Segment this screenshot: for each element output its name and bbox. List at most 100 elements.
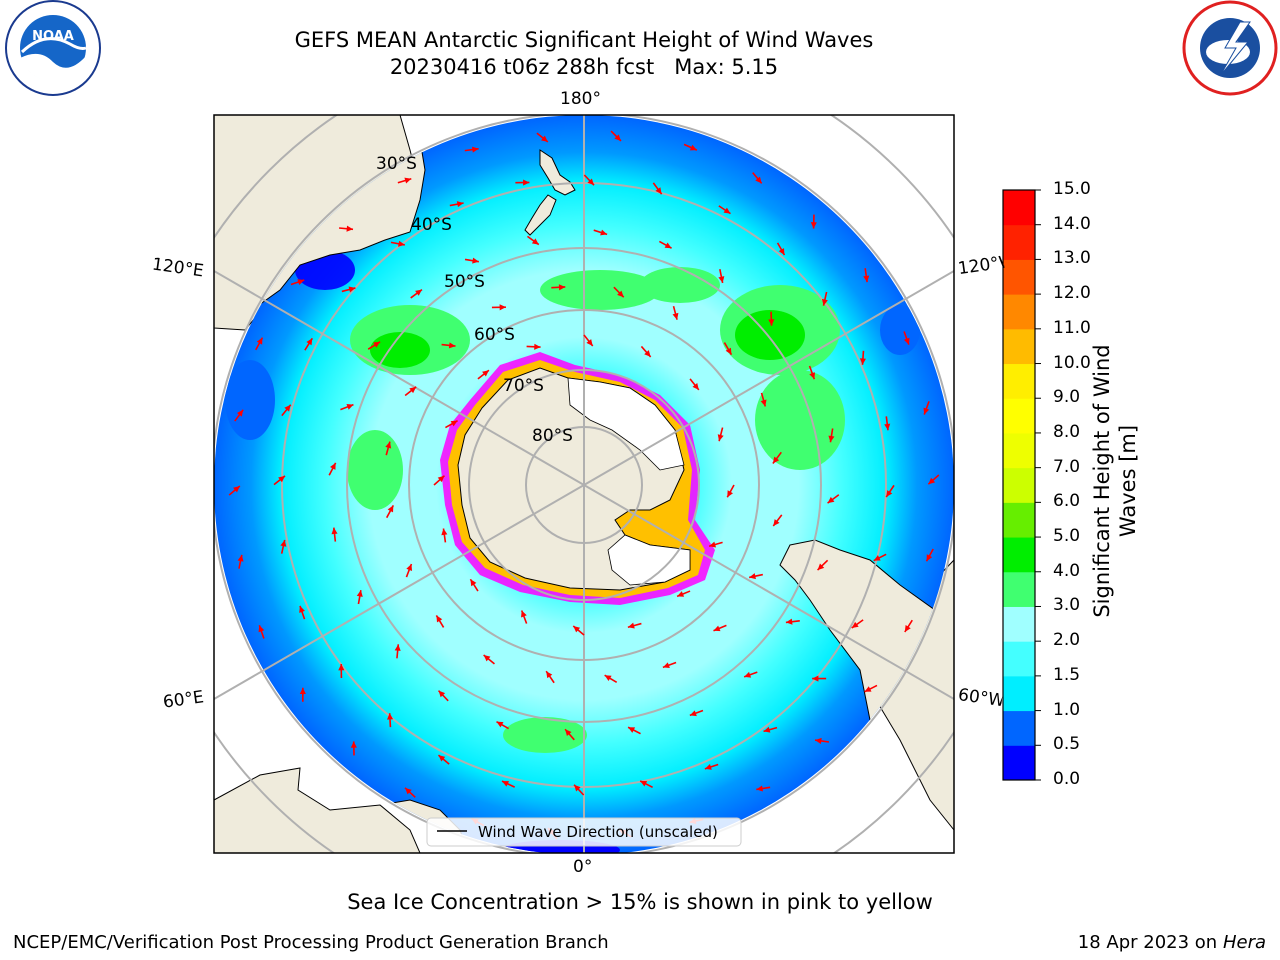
wave-arrow-head xyxy=(904,625,911,633)
colorbar-tick-label: 8.0 xyxy=(1053,421,1081,442)
wave-arrow-head xyxy=(821,298,828,306)
wave-arrow-head xyxy=(672,312,679,320)
wave-arrow-head xyxy=(521,610,527,618)
wave-arrow-head xyxy=(617,290,624,298)
wave-arrow-head xyxy=(689,144,697,151)
colorbar xyxy=(1003,189,1041,781)
wave-arrow-head xyxy=(436,615,443,623)
wave-arrow-head xyxy=(662,662,670,669)
wave-arrow-head xyxy=(237,554,244,562)
wave-arrow-head xyxy=(817,563,825,571)
colorbar-segment xyxy=(1003,398,1035,434)
colorbar-tick-label: 0.0 xyxy=(1053,769,1081,789)
wave-arrow-head xyxy=(864,686,872,692)
footer-date: 18 Apr 2023 on Hera xyxy=(1077,932,1266,953)
wave-arrow-head xyxy=(718,276,725,283)
wave-arrow-head xyxy=(483,654,491,662)
wave-arrow-head xyxy=(778,248,785,256)
colorbar-tick-label: 1.0 xyxy=(1053,699,1081,720)
wave-arrow-head xyxy=(299,687,306,695)
wave-arrow-head xyxy=(299,605,305,613)
colorbar-tick-label: 0.5 xyxy=(1053,734,1081,755)
lat-label-70: 70°S xyxy=(503,376,544,396)
wave-arrow-head xyxy=(828,435,835,443)
colorbar-segment xyxy=(1003,224,1035,260)
wave-arrow-head xyxy=(415,289,422,296)
wave-arrow-head xyxy=(614,134,621,141)
wave-arrow-head xyxy=(692,383,699,390)
colorbar-tick-label: 6.0 xyxy=(1053,491,1081,512)
colorbar-segment xyxy=(1003,502,1035,538)
colorbar-tick-label: 3.0 xyxy=(1053,595,1081,616)
wave-arrow-head xyxy=(604,675,612,682)
colorbar-segment xyxy=(1003,432,1035,469)
colorbar-tick-label: 4.0 xyxy=(1053,560,1081,581)
colorbar-segment xyxy=(1003,259,1035,295)
wave-arrow-head xyxy=(586,339,593,346)
colorbar-tick-label: 10.0 xyxy=(1053,352,1091,373)
wave-arrow-head xyxy=(306,338,313,346)
lat-label-50: 50°S xyxy=(444,272,485,292)
wave-arrow-head xyxy=(438,755,446,762)
wave-arrow-head xyxy=(437,475,445,483)
wave-arrow-head xyxy=(405,787,412,795)
colorbar-segment xyxy=(1003,294,1035,330)
wave-arrow-head xyxy=(640,780,648,787)
colorbar-segment xyxy=(1003,606,1035,642)
wave-arrow-head xyxy=(863,275,870,283)
wave-arrow-head xyxy=(827,496,835,504)
wave-arrow-head xyxy=(704,763,712,770)
colorbar-tick-label: 13.0 xyxy=(1053,248,1091,269)
wave-arrow-head xyxy=(785,618,793,625)
wave-arrow-head xyxy=(755,176,762,184)
wave-arrow-head xyxy=(330,462,336,470)
lat-label-80: 80°S xyxy=(532,426,573,446)
colorbar-tick-label: 12.0 xyxy=(1053,283,1091,304)
colorbar-tick-label: 5.0 xyxy=(1053,526,1081,547)
wave-arrow-head xyxy=(482,370,489,377)
wave-arrow-head xyxy=(725,347,732,355)
wave-arrow-head xyxy=(496,721,504,728)
wave-arrow-head xyxy=(709,541,717,548)
wave-arrow-head xyxy=(655,187,662,195)
lon-label-180: 180° xyxy=(560,89,601,109)
wave-arrow-head xyxy=(760,399,767,407)
wave-arrow-head xyxy=(768,319,775,326)
lat-label-30: 30°S xyxy=(376,154,417,174)
wave-arrow-head xyxy=(502,781,510,787)
wave-arrow-head xyxy=(534,343,541,350)
wave-arrow-head xyxy=(574,784,581,792)
wave-arrow-head xyxy=(749,573,756,580)
wave-arrow-head xyxy=(744,671,752,678)
wave-arrow-head xyxy=(815,737,822,744)
wave-arrow-head xyxy=(565,729,572,736)
wave-arrow-head xyxy=(541,135,548,142)
wave-arrow-head xyxy=(558,284,566,291)
noaa-logo: NOAA xyxy=(5,0,101,96)
wave-arrow-head xyxy=(472,146,479,153)
wave-arrow-head xyxy=(628,727,636,733)
colorbar-tick-label: 15.0 xyxy=(1053,179,1091,199)
wave-arrow-head xyxy=(903,337,910,345)
wave-arrow-head xyxy=(404,177,412,184)
colorbar-tick-label: 11.0 xyxy=(1053,317,1091,338)
wave-arrow-head xyxy=(441,528,448,536)
wave-arrow-head xyxy=(587,178,595,186)
colorbar-segment xyxy=(1003,363,1035,399)
colorbar-tick-label: 2.0 xyxy=(1053,630,1081,651)
colorbar-tick-label: 14.0 xyxy=(1053,213,1091,234)
wave-arrow-head xyxy=(677,591,685,597)
wave-arrow-head xyxy=(356,590,363,597)
wave-arrow-head xyxy=(573,626,581,633)
wave-arrow-head xyxy=(717,434,724,442)
wave-arrow-head xyxy=(233,486,240,493)
wave-arrow-head xyxy=(470,579,477,587)
wave-arrow-head xyxy=(523,179,530,186)
wave-arrow-head xyxy=(851,621,859,628)
wave-arrow-head xyxy=(873,555,881,561)
noaa-logo-text: NOAA xyxy=(32,29,74,44)
colorbar-label-line1: Significant Height of Wind xyxy=(1090,344,1114,618)
wave-arrow-head xyxy=(923,407,930,415)
wave-arrow-head xyxy=(284,404,291,412)
